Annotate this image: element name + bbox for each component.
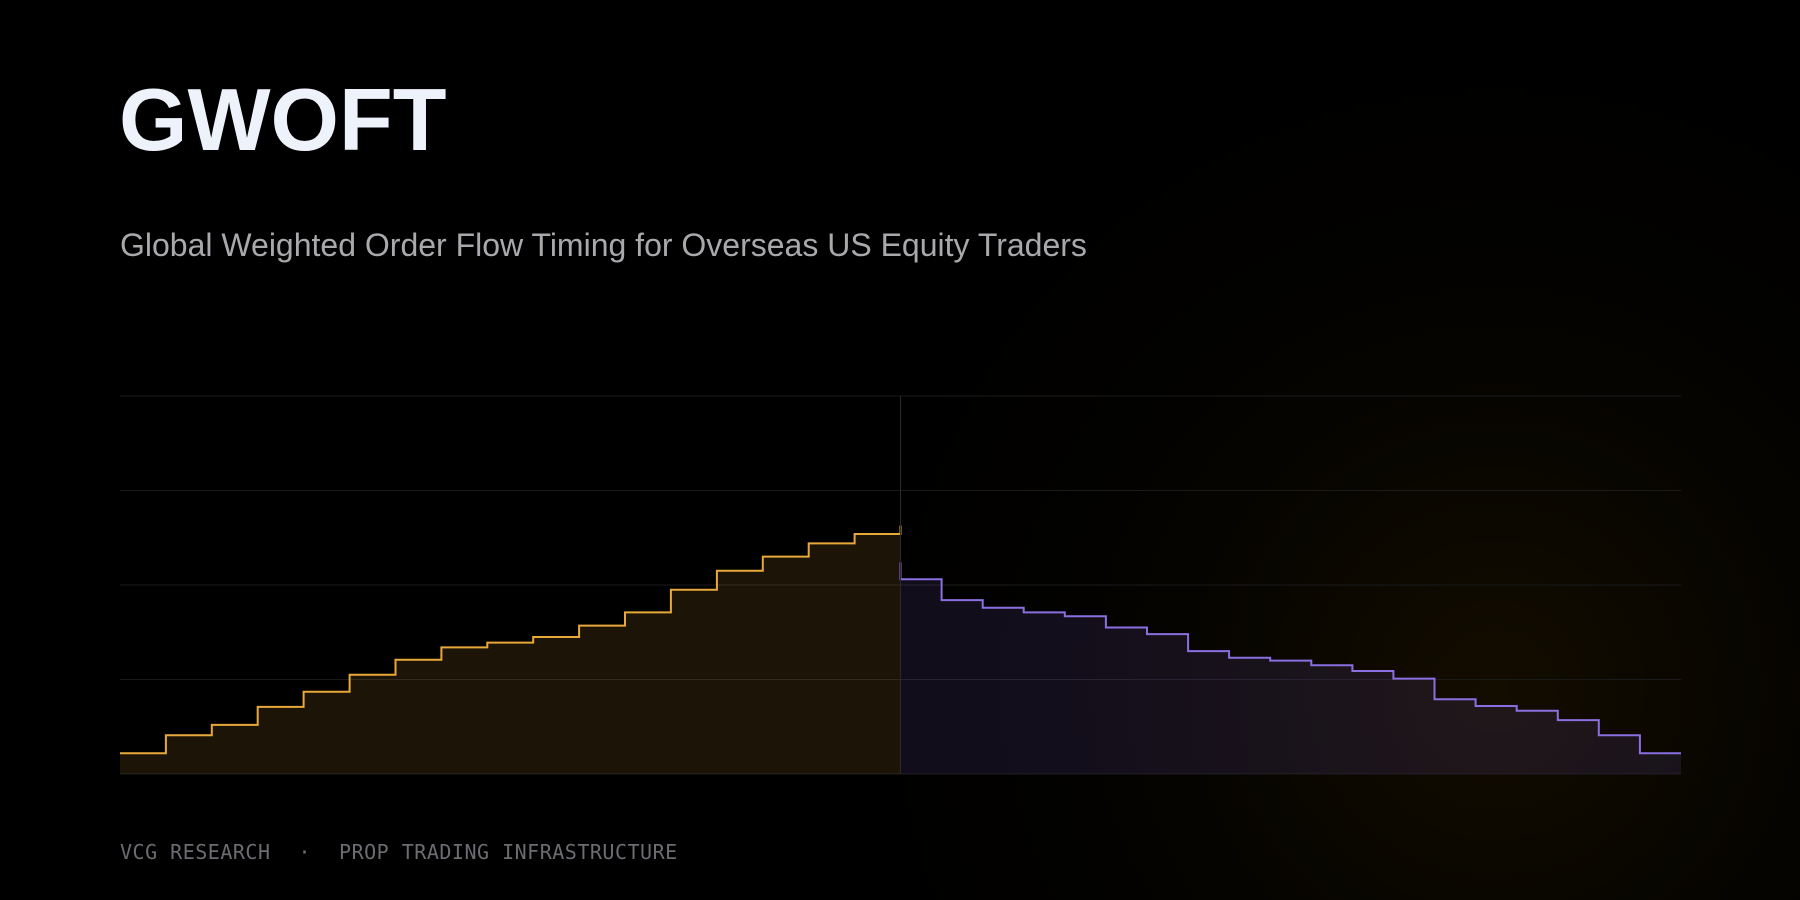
area [900,562,1681,774]
chart [120,395,1681,775]
subtitle: Global Weighted Order Flow Timing for Ov… [120,227,1087,263]
step-line [899,562,1681,755]
area [120,525,901,774]
step-line [120,525,902,755]
footer-item: PROP TRADING INFRASTRUCTURE [339,840,678,864]
footer: VCG RESEARCH · PROP TRADING INFRASTRUCTURE [120,840,678,864]
footer-item: · [299,840,312,864]
footer-item: VCG RESEARCH [120,840,271,864]
title: GWOFT [119,70,446,169]
